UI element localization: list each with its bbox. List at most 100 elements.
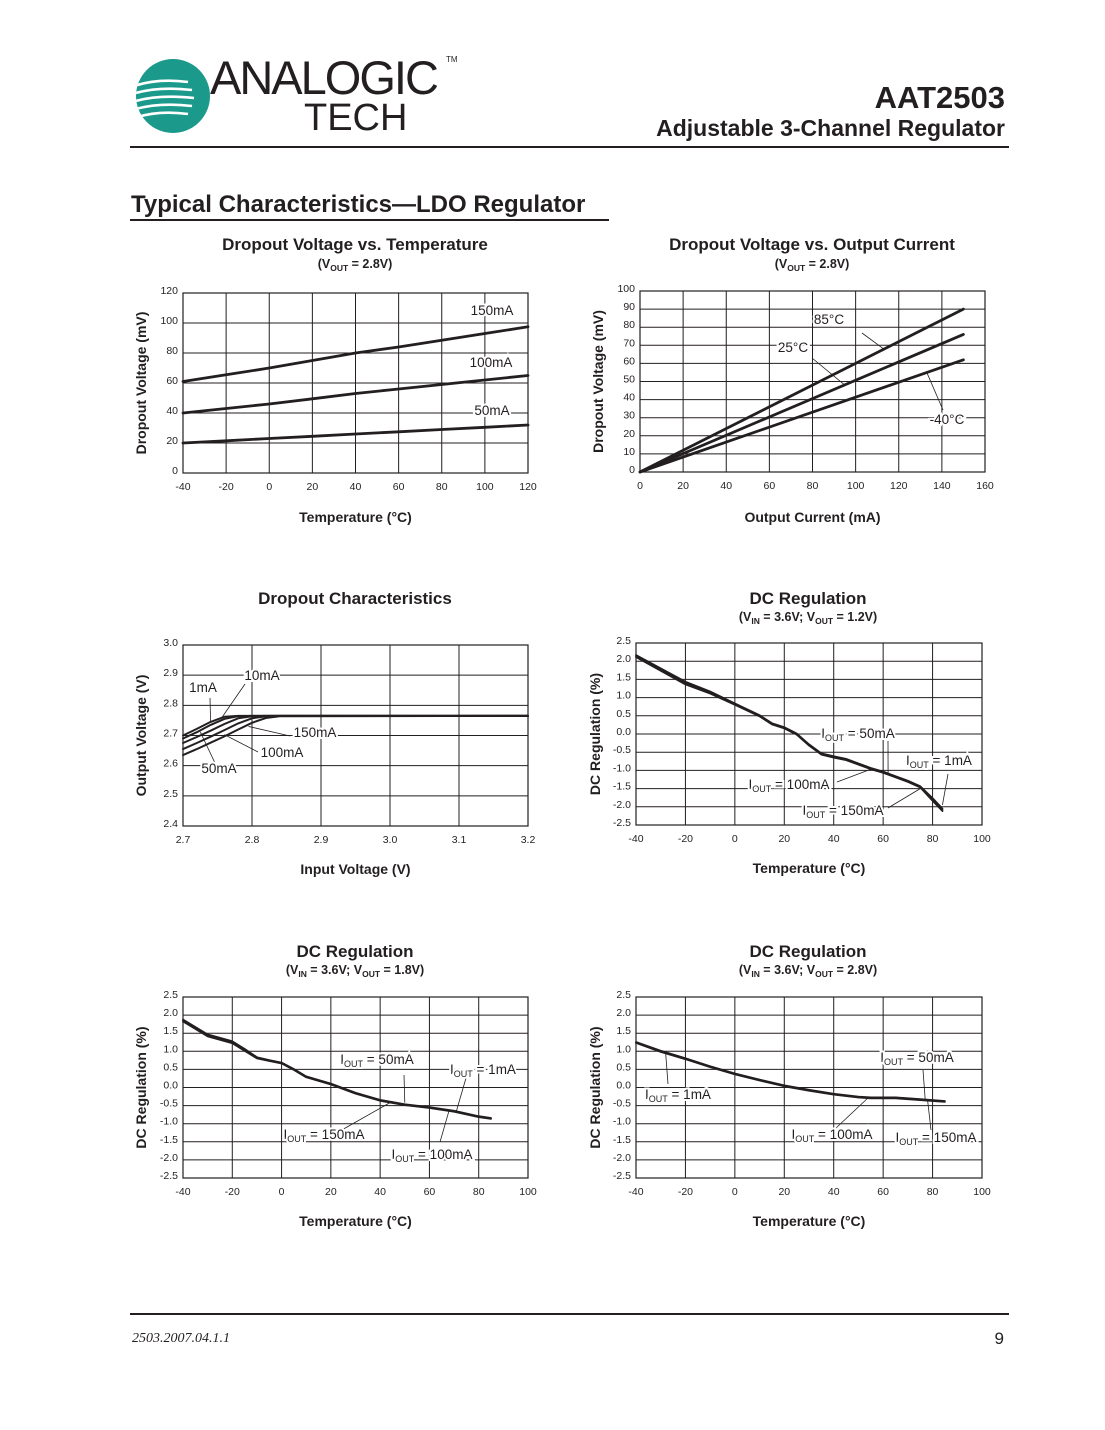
annotation-leader-line <box>439 1110 450 1143</box>
y-tick-label: 0 <box>172 465 178 477</box>
series-line-50ma <box>181 423 530 445</box>
text-segment: I <box>392 1147 396 1162</box>
series-line-iout-1ma <box>182 1018 492 1119</box>
subscript: IN <box>751 616 760 626</box>
chart-title: DC Regulation <box>296 942 413 961</box>
y-tick-label: -0.5 <box>613 744 631 756</box>
chart-subtitle: (VOUT = 2.8V) <box>318 257 393 273</box>
y-tick-label: 0.0 <box>163 1080 178 1092</box>
y-tick-label: 20 <box>623 428 635 440</box>
y-tick-label: 10 <box>623 446 635 458</box>
subscript: OUT <box>344 1059 364 1069</box>
trademark: TM <box>446 55 458 64</box>
x-tick-label: 40 <box>374 1186 386 1198</box>
series-line-150ma <box>182 714 529 757</box>
annotation-leader-line <box>922 1069 926 1100</box>
subscript: OUT <box>884 1057 904 1067</box>
text-segment: 50mA <box>201 761 236 776</box>
text-segment: = 1mA <box>668 1087 711 1102</box>
y-tick-label: -2.5 <box>160 1170 178 1182</box>
annotation-label: IOUT = 100mA <box>392 1147 473 1164</box>
x-tick-label: 20 <box>778 833 790 845</box>
text-segment: = 1mA <box>929 753 972 768</box>
y-tick-label: 90 <box>623 301 635 313</box>
text-segment: 150mA <box>471 303 514 318</box>
subscript: OUT <box>752 784 772 794</box>
series-line-25-c <box>638 333 965 474</box>
y-tick-label: -0.5 <box>160 1098 178 1110</box>
y-tick-label: 2.8 <box>163 697 178 709</box>
subscript: OUT <box>330 263 349 273</box>
text-segment: = 150mA <box>306 1127 364 1142</box>
annotation-label: -40°C <box>930 412 965 427</box>
annotation-leader-line <box>887 788 921 809</box>
y-tick-label: 1.5 <box>616 1025 631 1037</box>
y-tick-label: -1.0 <box>160 1116 178 1128</box>
plot-frame <box>182 996 529 1179</box>
x-tick-label: 60 <box>877 1186 889 1198</box>
x-tick-label: 0 <box>266 481 272 493</box>
text-segment: I <box>821 726 825 741</box>
x-tick-label: 60 <box>877 833 889 845</box>
text-segment: = 150mA <box>825 803 883 818</box>
x-tick-label: 0 <box>279 1186 285 1198</box>
annotation-label: 100mA <box>261 745 304 760</box>
chart-1: Dropout Voltage vs. Temperature (VOUT = 2… <box>133 235 537 525</box>
y-tick-label: -1.0 <box>613 1116 631 1128</box>
subscript: OUT <box>910 760 930 770</box>
y-tick-label: 20 <box>166 435 178 447</box>
annotation-leader-line <box>339 1100 393 1132</box>
x-tick-label: 20 <box>307 481 319 493</box>
text-segment: = 3.6V; V <box>760 610 816 624</box>
annotation-label: IOUT = 50mA <box>880 1050 953 1067</box>
x-tick-label: 80 <box>436 481 448 493</box>
y-tick-label: -2.0 <box>160 1152 178 1164</box>
text-segment: I <box>749 777 753 792</box>
y-axis-label: DC Regulation (%) <box>133 1026 149 1148</box>
series-line--40-c <box>638 358 965 474</box>
y-tick-label: 80 <box>166 345 178 357</box>
x-tick-label: 3.0 <box>383 834 398 846</box>
logo-subtext: TECH <box>304 97 408 139</box>
subscript: OUT <box>795 1134 815 1144</box>
y-tick-label: 0.0 <box>616 726 631 738</box>
y-tick-label: 1.0 <box>163 1043 178 1055</box>
y-tick-label: -1.0 <box>613 762 631 774</box>
page-number: 9 <box>994 1329 1004 1348</box>
annotation-label: IOUT = 1mA <box>906 753 972 770</box>
y-tick-label: 80 <box>623 319 635 331</box>
series-line-100ma <box>182 714 529 751</box>
y-tick-label: 120 <box>160 285 178 297</box>
chart-title: Dropout Voltage vs. Temperature <box>222 235 488 254</box>
x-axis-label: Output Current (mA) <box>744 509 880 525</box>
y-axis-label: DC Regulation (%) <box>587 673 603 795</box>
text-segment: (V <box>318 257 331 271</box>
text-segment: = 3.6V; V <box>760 963 816 977</box>
annotation-leader-line <box>403 1074 406 1103</box>
x-tick-label: 100 <box>847 480 865 492</box>
y-tick-label: 100 <box>160 315 178 327</box>
y-axis-label: DC Regulation (%) <box>587 1026 603 1148</box>
chart-2: Dropout Voltage vs. Output Current (VOUT … <box>590 235 994 525</box>
x-tick-label: -20 <box>678 833 693 845</box>
annotation-label: 150mA <box>294 725 337 740</box>
y-tick-label: 40 <box>166 405 178 417</box>
x-tick-label: 100 <box>973 833 991 845</box>
annotation-label: 50mA <box>201 761 236 776</box>
subscript: OUT <box>649 1094 669 1104</box>
y-axis-label: Dropout Voltage (mV) <box>590 310 606 453</box>
y-tick-label: -2.5 <box>613 1170 631 1182</box>
chart-subtitle: (VIN = 3.6V; VOUT = 1.2V) <box>739 610 877 626</box>
y-tick-label: -2.5 <box>613 817 631 829</box>
annotation-label: IOUT = 100mA <box>792 1127 873 1144</box>
y-tick-label: 60 <box>623 355 635 367</box>
subscript: OUT <box>815 616 834 626</box>
y-tick-label: -2.0 <box>613 1152 631 1164</box>
x-tick-label: 80 <box>807 480 819 492</box>
text-segment: 85°C <box>814 312 844 327</box>
y-tick-label: 1.5 <box>163 1025 178 1037</box>
text-segment: = 100mA <box>414 1147 472 1162</box>
annotation-label: 10mA <box>244 668 279 683</box>
y-tick-label: 0.5 <box>163 1061 178 1073</box>
subscript: IN <box>751 969 760 979</box>
